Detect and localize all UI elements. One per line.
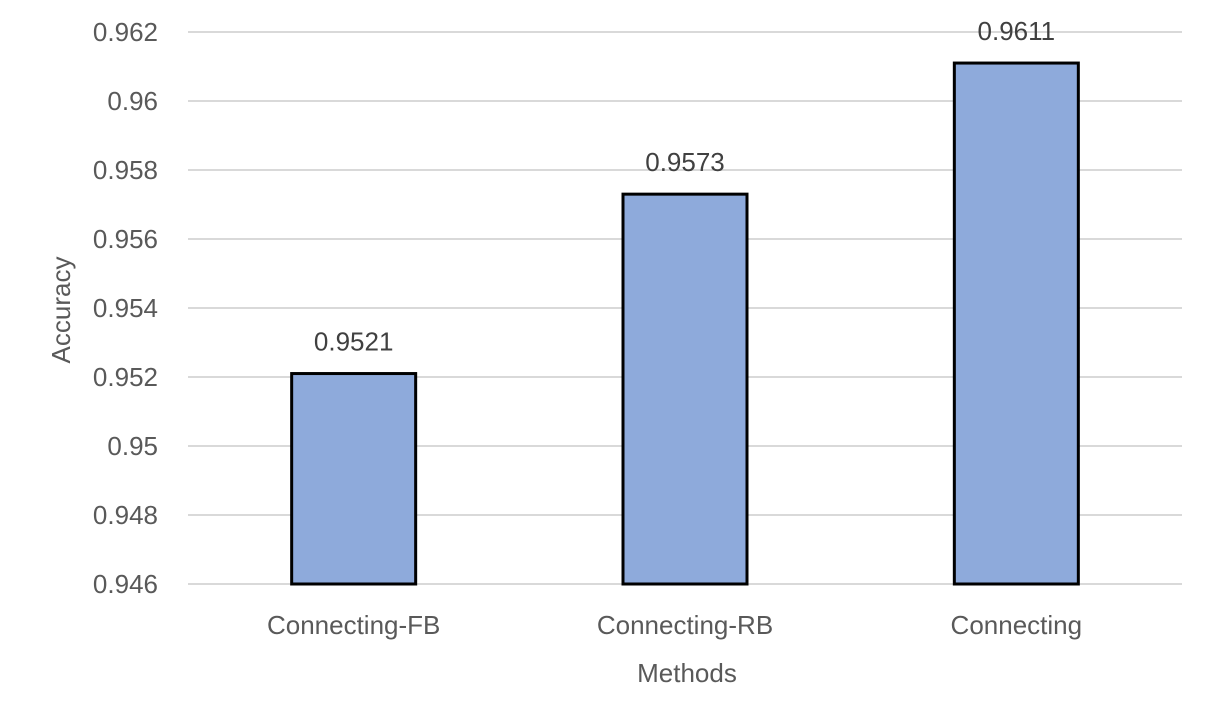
y-tick-label: 0.962 bbox=[93, 17, 158, 47]
x-category-label: Connecting-FB bbox=[267, 610, 440, 640]
x-category-label: Connecting bbox=[951, 610, 1083, 640]
data-labels: 0.9521 0.9573 0.9611 bbox=[314, 16, 1056, 357]
y-axis-ticks: 0.946 0.948 0.95 0.952 0.954 0.956 0.958 0.96 0.… bbox=[93, 17, 158, 599]
x-category-label: Connecting-RB bbox=[597, 610, 773, 640]
x-axis-categories: Connecting-FB Connecting-RB Connecting bbox=[267, 610, 1082, 640]
bar-value-label: 0.9611 bbox=[978, 16, 1056, 46]
x-axis-title: Methods bbox=[637, 658, 737, 688]
y-tick-label: 0.96 bbox=[107, 86, 158, 116]
y-tick-label: 0.948 bbox=[93, 500, 158, 530]
bar bbox=[621, 192, 749, 586]
y-tick-label: 0.956 bbox=[93, 224, 158, 254]
bar bbox=[952, 61, 1080, 586]
y-tick-label: 0.946 bbox=[93, 569, 158, 599]
bars bbox=[290, 61, 1080, 586]
bar bbox=[290, 372, 418, 586]
y-tick-label: 0.954 bbox=[93, 293, 158, 323]
bar-value-label: 0.9521 bbox=[314, 327, 394, 357]
y-axis-title: Accuracy bbox=[46, 257, 76, 364]
y-tick-label: 0.958 bbox=[93, 155, 158, 185]
y-tick-label: 0.95 bbox=[107, 431, 158, 461]
y-tick-label: 0.952 bbox=[93, 362, 158, 392]
bar-value-label: 0.9573 bbox=[645, 147, 725, 177]
